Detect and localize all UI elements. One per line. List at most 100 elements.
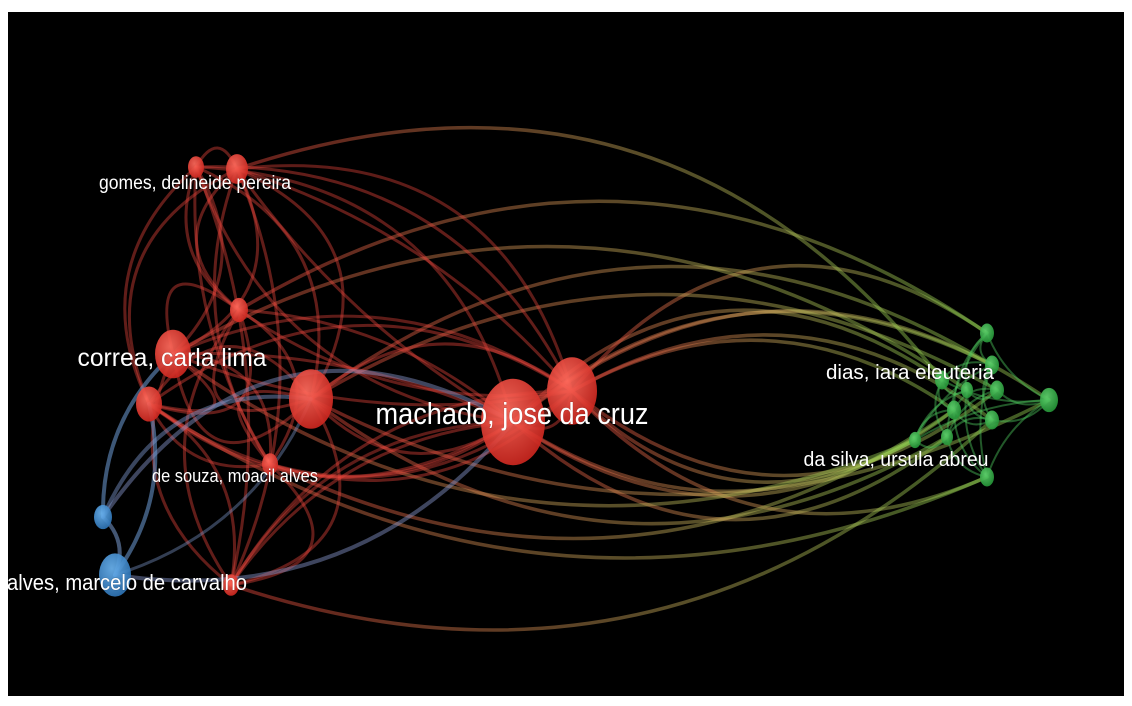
edge-red bbox=[147, 402, 515, 479]
author-node-green[interactable] bbox=[985, 355, 999, 375]
edge-red-green bbox=[235, 125, 944, 382]
author-node-green[interactable] bbox=[1040, 387, 1058, 413]
edge-red bbox=[235, 167, 574, 393]
edge-blue bbox=[101, 368, 515, 519]
edge-green bbox=[914, 364, 993, 441]
author-node-green[interactable] bbox=[909, 431, 921, 449]
edge-blue bbox=[100, 352, 175, 519]
edge-red bbox=[171, 352, 273, 466]
edge-green bbox=[941, 379, 1050, 403]
edge-green bbox=[946, 332, 988, 438]
edge-red bbox=[171, 314, 574, 393]
edge-red bbox=[165, 282, 241, 356]
author-node-red[interactable] bbox=[481, 378, 545, 466]
edge-red bbox=[171, 351, 515, 424]
edge-red bbox=[229, 167, 282, 587]
edge-red bbox=[150, 352, 233, 587]
edge-red bbox=[212, 167, 272, 466]
edge-red bbox=[147, 324, 574, 406]
edge-red bbox=[229, 420, 515, 587]
edge-red bbox=[194, 165, 515, 424]
edge-green bbox=[964, 389, 988, 478]
author-node-green[interactable] bbox=[935, 370, 949, 390]
author-node-green[interactable] bbox=[961, 381, 973, 399]
edge-red bbox=[147, 402, 272, 469]
edge-red-green bbox=[309, 264, 994, 401]
author-node-red[interactable] bbox=[262, 453, 278, 475]
edge-blue bbox=[101, 394, 313, 519]
author-node-red[interactable] bbox=[547, 357, 597, 425]
coauthorship-network[interactable]: gomes, delineide pereira correa, carla li… bbox=[8, 12, 1124, 696]
author-node-red[interactable] bbox=[223, 574, 239, 596]
author-node-red[interactable] bbox=[136, 386, 162, 422]
edge-red-green bbox=[570, 388, 999, 478]
edge-red bbox=[184, 165, 241, 312]
label-machado: machado, jose da cruz bbox=[376, 396, 649, 431]
network-canvas[interactable]: gomes, delineide pereira correa, carla li… bbox=[8, 12, 1124, 696]
label-da-silva: da silva, ursula abreu bbox=[804, 449, 989, 471]
edge-green bbox=[914, 399, 1050, 441]
author-node-red[interactable] bbox=[230, 297, 248, 323]
edge-red bbox=[229, 397, 342, 587]
node-layer bbox=[94, 154, 1058, 597]
edge-red bbox=[123, 165, 198, 406]
edge-blue bbox=[113, 420, 515, 583]
author-node-blue[interactable] bbox=[99, 553, 131, 597]
edge-red bbox=[212, 308, 313, 412]
edge-red bbox=[147, 308, 253, 415]
edge-red bbox=[194, 165, 321, 401]
edge-red-green bbox=[237, 199, 989, 335]
label-alves: alves, marcelo de carvalho bbox=[8, 570, 247, 595]
edge-green bbox=[986, 399, 1050, 478]
edge-red bbox=[194, 165, 515, 424]
author-node-red[interactable] bbox=[289, 369, 333, 429]
edge-green bbox=[979, 364, 993, 478]
edge-red bbox=[309, 342, 574, 401]
author-node-green[interactable] bbox=[980, 323, 994, 343]
author-node-red[interactable] bbox=[226, 154, 248, 184]
edge-red bbox=[193, 165, 272, 466]
edge-red bbox=[194, 165, 574, 393]
edge-red-green bbox=[309, 397, 949, 526]
edge-red bbox=[229, 462, 315, 587]
author-node-green[interactable] bbox=[947, 400, 961, 420]
author-node-red[interactable] bbox=[155, 329, 191, 379]
author-node-green[interactable] bbox=[990, 380, 1004, 400]
edge-red bbox=[195, 167, 241, 312]
edge-red bbox=[147, 352, 217, 413]
edge-red bbox=[237, 308, 515, 424]
edge-red bbox=[127, 167, 239, 406]
edge-red-green bbox=[171, 352, 917, 508]
label-correa: correa, carla lima bbox=[78, 344, 267, 372]
author-node-green[interactable] bbox=[980, 467, 994, 487]
edge-blue bbox=[113, 397, 313, 577]
label-de-souza: de souza, moacil alves bbox=[152, 466, 318, 486]
edge-red-green bbox=[570, 389, 917, 484]
edge-red bbox=[183, 308, 241, 587]
edge-red-green bbox=[171, 244, 969, 392]
edge-red-green bbox=[570, 338, 956, 412]
edge-red bbox=[171, 352, 313, 444]
edge-red bbox=[147, 402, 236, 587]
label-dias: dias, iara eleuteria bbox=[826, 362, 995, 384]
edge-blue bbox=[113, 402, 158, 577]
edge-red bbox=[171, 165, 224, 356]
label-layer: gomes, delineide pereira correa, carla li… bbox=[8, 173, 995, 596]
edge-red bbox=[229, 420, 515, 587]
edge-red bbox=[236, 390, 313, 466]
edge-red-green bbox=[570, 263, 989, 393]
author-node-red[interactable] bbox=[188, 156, 204, 178]
edge-red-green bbox=[229, 418, 994, 632]
edge-red-green bbox=[309, 397, 1051, 497]
edge-red-green bbox=[309, 292, 999, 401]
author-node-green[interactable] bbox=[941, 428, 953, 446]
label-gomes: gomes, delineide pereira bbox=[99, 173, 291, 194]
edge-green bbox=[986, 332, 1050, 401]
edge-red bbox=[147, 345, 313, 406]
author-node-green[interactable] bbox=[985, 410, 999, 430]
edge-red bbox=[235, 167, 345, 401]
edge-red bbox=[235, 167, 515, 424]
edge-red bbox=[171, 167, 260, 356]
edge-red bbox=[194, 165, 251, 587]
author-node-blue[interactable] bbox=[94, 504, 112, 530]
